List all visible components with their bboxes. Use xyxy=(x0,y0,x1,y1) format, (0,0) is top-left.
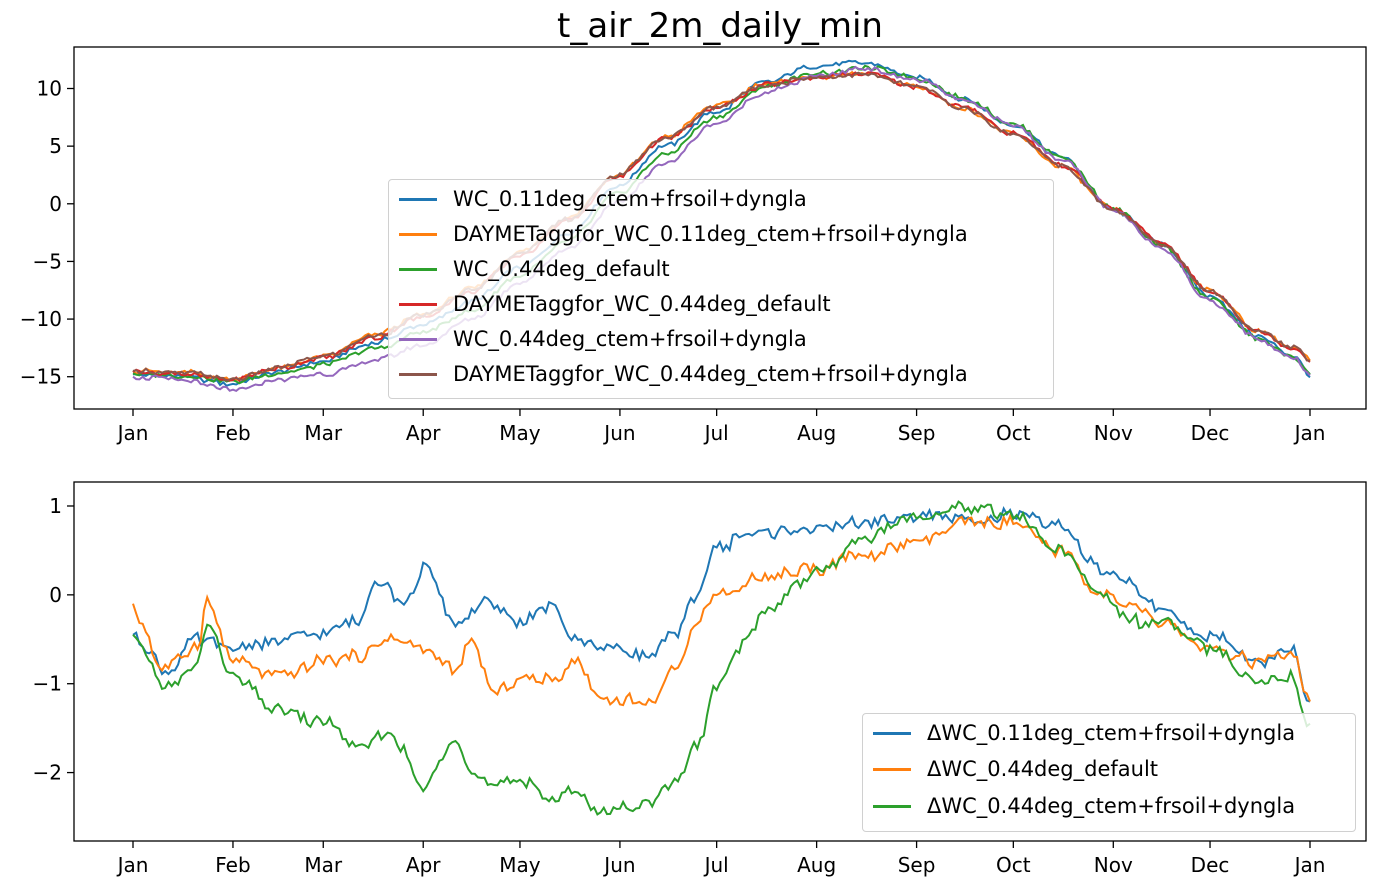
axes-frame xyxy=(73,481,1367,842)
legend-label: DAYMETaggfor_WC_0.44deg_ctem+frsoil+dyng… xyxy=(453,362,968,386)
series-line-6 xyxy=(132,71,1311,382)
x-tick-label: Mar xyxy=(304,853,343,877)
x-tick-label: Feb xyxy=(215,853,250,877)
y-tick-label: −5 xyxy=(33,249,62,273)
x-tick-label: Jan xyxy=(1293,853,1326,877)
legend-bottom: ΔWC_0.11deg_ctem+frsoil+dyngla ΔWC_0.44de… xyxy=(862,713,1356,832)
x-tick-label: Sep xyxy=(898,421,936,445)
legend-swatch xyxy=(873,732,911,735)
x-tick-label: Jun xyxy=(602,853,635,877)
y-tick-label: 10 xyxy=(37,77,62,101)
legend-label: WC_0.44deg_default xyxy=(453,257,670,281)
legend-swatch xyxy=(399,233,437,236)
legend-label: ΔWC_0.11deg_ctem+frsoil+dyngla xyxy=(927,721,1296,745)
series-line-3 xyxy=(132,64,1311,385)
y-tick-label: 1 xyxy=(49,494,62,518)
axes-frame xyxy=(73,46,1367,410)
x-tick-label: Sep xyxy=(898,853,936,877)
series-line-5 xyxy=(132,65,1311,393)
legend-label: ΔWC_0.44deg_ctem+frsoil+dyngla xyxy=(927,793,1296,818)
legend-swatch xyxy=(873,804,911,808)
legend-label: WC_0.44deg_ctem+frsoil+dyngla xyxy=(453,327,807,351)
x-tick-label: Apr xyxy=(406,853,441,877)
x-tick-label: Jul xyxy=(703,421,729,445)
x-tick-label: Oct xyxy=(996,421,1031,445)
x-tick-label: Jul xyxy=(703,853,729,877)
y-tick-label: 5 xyxy=(49,134,62,158)
y-tick-label: −10 xyxy=(20,307,62,331)
x-tick-label: Jan xyxy=(1293,421,1326,445)
legend-item: WC_0.44deg_ctem+frsoil+dyngla xyxy=(389,324,1053,354)
legend-swatch xyxy=(399,303,437,306)
legend-top: WC_0.11deg_ctem+frsoil+dyngla DAYMETaggfo… xyxy=(388,179,1054,399)
x-tick-label: Aug xyxy=(797,853,836,877)
series-line-3 xyxy=(132,500,1311,816)
legend-item: ΔWC_0.11deg_ctem+frsoil+dyngla xyxy=(863,718,1355,748)
legend-swatch xyxy=(399,338,437,341)
x-tick-label: Dec xyxy=(1191,853,1230,877)
x-tick-label: Oct xyxy=(996,853,1031,877)
legend-item: DAYMETaggfor_WC_0.44deg_ctem+frsoil+dyng… xyxy=(389,359,1053,389)
legend-label: WC_0.11deg_ctem+frsoil+dyngla xyxy=(453,187,807,211)
x-tick-label: Feb xyxy=(215,421,250,445)
chart-title: t_air_2m_daily_min xyxy=(557,6,883,46)
y-tick-label: −15 xyxy=(20,365,62,389)
x-tick-label: May xyxy=(499,853,541,877)
legend-swatch xyxy=(399,198,437,201)
x-tick-label: Jan xyxy=(116,853,149,877)
legend-label: ΔWC_0.44deg_default xyxy=(927,757,1159,782)
x-tick-label: Nov xyxy=(1094,421,1133,445)
legend-item: WC_0.11deg_ctem+frsoil+dyngla xyxy=(389,184,1053,214)
x-tick-label: Apr xyxy=(406,421,441,445)
legend-swatch xyxy=(399,373,437,376)
x-tick-label: Dec xyxy=(1191,421,1230,445)
legend-label: DAYMETaggfor_WC_0.44deg_default xyxy=(453,292,831,316)
series-line-2 xyxy=(132,513,1311,707)
y-tick-label: −1 xyxy=(33,672,62,696)
legend-item: DAYMETaggfor_WC_0.11deg_ctem+frsoil+dyng… xyxy=(389,219,1053,249)
y-tick-label: 0 xyxy=(49,192,62,216)
y-tick-label: 0 xyxy=(49,583,62,607)
legend-label: DAYMETaggfor_WC_0.11deg_ctem+frsoil+dyng… xyxy=(453,222,968,246)
x-tick-label: Jan xyxy=(116,421,149,445)
legend-item: DAYMETaggfor_WC_0.44deg_default xyxy=(389,289,1053,319)
legend-item: WC_0.44deg_default xyxy=(389,254,1053,284)
subplot-2: 1 0 −1 −2 Jan Feb Mar Apr May Jun Jul Aug Sep Oct Nov D… xyxy=(33,481,1367,877)
x-tick-label: Mar xyxy=(304,421,343,445)
legend-item: ΔWC_0.44deg_ctem+frsoil+dyngla xyxy=(863,791,1355,821)
x-tick-label: Jun xyxy=(602,421,635,445)
legend-swatch xyxy=(399,268,437,271)
x-tick-label: May xyxy=(499,421,541,445)
x-tick-label: Aug xyxy=(797,421,836,445)
legend-swatch xyxy=(873,768,911,772)
legend-item: ΔWC_0.44deg_default xyxy=(863,754,1355,784)
x-tick-label: Nov xyxy=(1094,853,1133,877)
series-line-1 xyxy=(132,505,1311,703)
subplot-1: 10 5 0 −5 −10 −15 Jan Feb Mar Apr May Jun Jul Aug Sep O… xyxy=(20,46,1367,445)
y-tick-label: −2 xyxy=(33,761,62,785)
